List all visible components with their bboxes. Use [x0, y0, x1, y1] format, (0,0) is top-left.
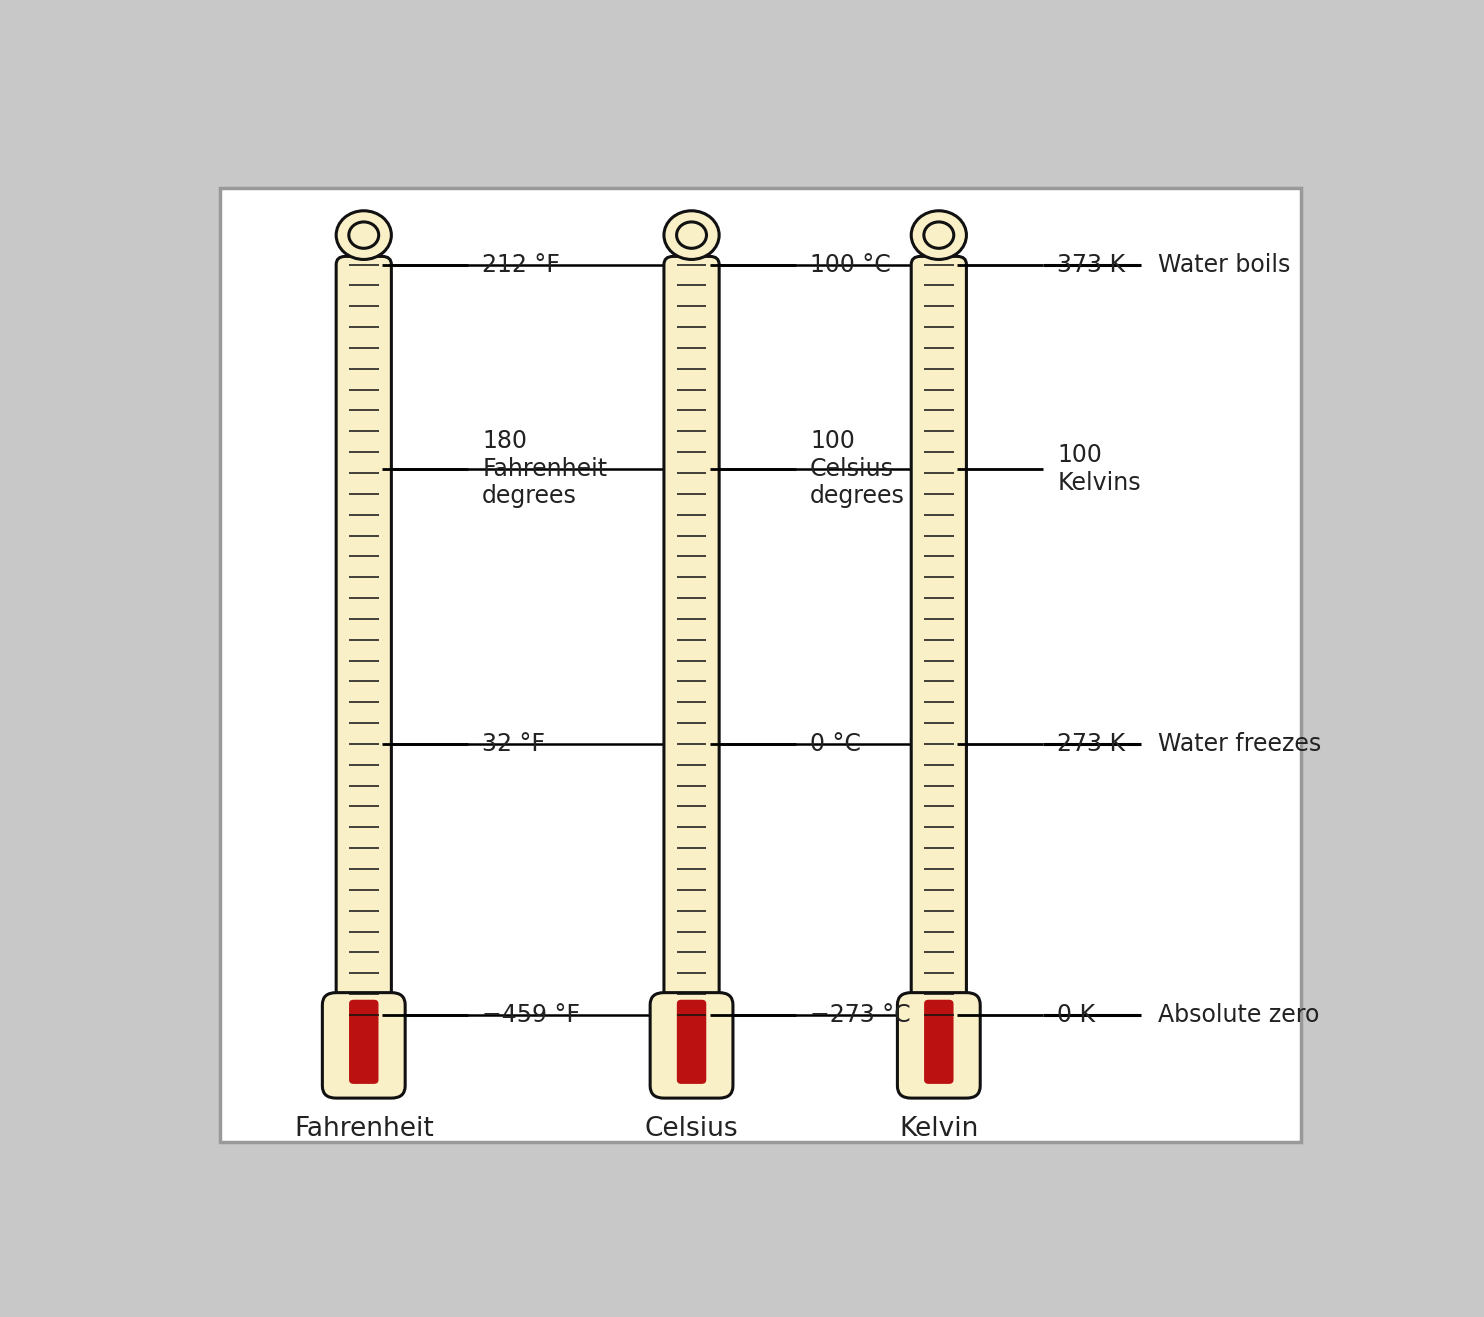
Text: 273 K: 273 K	[1057, 732, 1125, 756]
FancyBboxPatch shape	[337, 257, 392, 1023]
Text: −273 °C: −273 °C	[810, 1004, 911, 1027]
Text: 0 K: 0 K	[1057, 1004, 1095, 1027]
Text: −459 °F: −459 °F	[482, 1004, 580, 1027]
Text: Kelvin: Kelvin	[899, 1117, 978, 1142]
Text: 100
Kelvins: 100 Kelvins	[1057, 443, 1141, 495]
Text: 32 °F: 32 °F	[482, 732, 545, 756]
Circle shape	[337, 211, 392, 259]
Text: Fahrenheit: Fahrenheit	[294, 1117, 433, 1142]
Bar	[675, 994, 708, 1021]
Text: 212 °F: 212 °F	[482, 253, 559, 277]
Circle shape	[911, 211, 966, 259]
Text: Absolute zero: Absolute zero	[1159, 1004, 1319, 1027]
Text: Water boils: Water boils	[1159, 253, 1291, 277]
Text: 180
Fahrenheit
degrees: 180 Fahrenheit degrees	[482, 429, 607, 508]
Bar	[347, 994, 380, 1021]
Text: 0 °C: 0 °C	[810, 732, 861, 756]
FancyBboxPatch shape	[322, 993, 405, 1098]
Bar	[923, 994, 954, 1021]
Text: 373 K: 373 K	[1057, 253, 1125, 277]
Text: Water freezes: Water freezes	[1159, 732, 1322, 756]
Text: Celsius: Celsius	[644, 1117, 739, 1142]
Text: 100
Celsius
degrees: 100 Celsius degrees	[810, 429, 905, 508]
Circle shape	[663, 211, 720, 259]
FancyBboxPatch shape	[925, 1000, 954, 1084]
Text: 100 °C: 100 °C	[810, 253, 890, 277]
FancyBboxPatch shape	[663, 257, 720, 1023]
FancyBboxPatch shape	[677, 1000, 706, 1084]
FancyBboxPatch shape	[650, 993, 733, 1098]
FancyBboxPatch shape	[349, 1000, 378, 1084]
FancyBboxPatch shape	[898, 993, 981, 1098]
FancyBboxPatch shape	[220, 188, 1301, 1142]
FancyBboxPatch shape	[911, 257, 966, 1023]
